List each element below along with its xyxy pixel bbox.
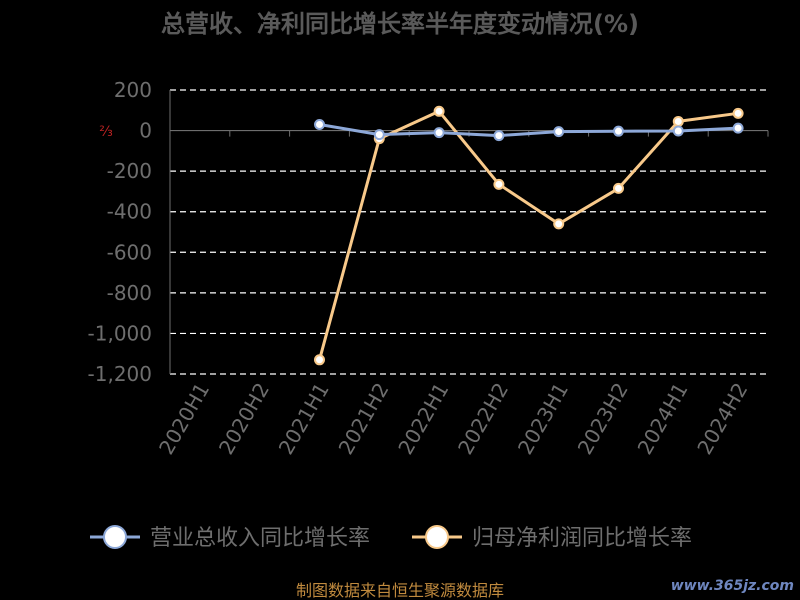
x-axis: 2020H1 2020H2 2021H1 2021H2 2022H1 2022H2 2023…: [154, 130, 769, 459]
source-note: 制图数据来自恒生聚源数据库: [296, 581, 504, 600]
data-point[interactable]: [672, 125, 684, 137]
x-tick-label: 2023H1: [513, 379, 573, 459]
series-lines: [318, 109, 739, 361]
x-tick-label: 2024H1: [633, 379, 693, 459]
legend-marker: [425, 525, 449, 549]
x-tick-label: 2022H2: [453, 379, 513, 459]
data-point[interactable]: [493, 130, 505, 142]
series-points: [314, 105, 744, 366]
data-point[interactable]: [314, 354, 325, 366]
data-point[interactable]: [672, 115, 684, 127]
x-tick-label: 2024H2: [692, 379, 752, 459]
y-tick-label: -1,000: [88, 321, 152, 345]
y-tick-label: -600: [107, 240, 152, 264]
x-tick-label: 2020H2: [214, 379, 274, 459]
legend-label: 营业总收入同比增长率: [150, 526, 370, 551]
y-tick-label: -200: [107, 159, 152, 183]
x-tick-label: 2021H2: [334, 379, 394, 459]
data-point[interactable]: [613, 125, 624, 137]
series-line-0: [319, 123, 739, 138]
y-tick-label: 0: [139, 119, 152, 143]
legend[interactable]: 营业总收入同比增长率 归母净利润同比增长率: [90, 525, 692, 551]
series-line-1: [318, 109, 739, 361]
data-point[interactable]: [613, 182, 624, 194]
legend-item-0[interactable]: 营业总收入同比增长率: [90, 525, 370, 551]
watermark: www.365jz.com: [671, 578, 794, 594]
x-tick-label: 2022H1: [393, 378, 453, 458]
x-tick-label: 2021H1: [274, 379, 334, 459]
data-point[interactable]: [493, 178, 505, 190]
data-point[interactable]: [553, 126, 565, 138]
x-tick-label: 2023H2: [573, 379, 633, 459]
data-point[interactable]: [433, 105, 445, 117]
y-tick-label: -800: [107, 281, 152, 305]
data-point[interactable]: [732, 107, 744, 119]
legend-item-1[interactable]: 归母净利润同比增长率: [412, 525, 692, 551]
zero-marker-glyph: ⅔: [99, 124, 113, 140]
legend-label: 归母净利润同比增长率: [472, 526, 692, 551]
data-point[interactable]: [314, 118, 325, 130]
y-tick-label: -1,200: [88, 362, 152, 386]
data-point[interactable]: [732, 122, 744, 134]
data-point[interactable]: [373, 129, 385, 141]
x-tick-label: 2020H1: [154, 379, 214, 459]
data-point[interactable]: [553, 218, 565, 230]
y-tick-label: 200: [114, 78, 152, 102]
chart-title: 总营收、净利同比增长率半年度变动情况(%): [161, 10, 639, 38]
y-axis: 200 0 -200 -400 -600 -800 -1,000 -1,200: [88, 78, 152, 386]
legend-marker: [103, 525, 127, 549]
data-point[interactable]: [433, 127, 445, 139]
y-tick-label: -400: [107, 200, 152, 224]
